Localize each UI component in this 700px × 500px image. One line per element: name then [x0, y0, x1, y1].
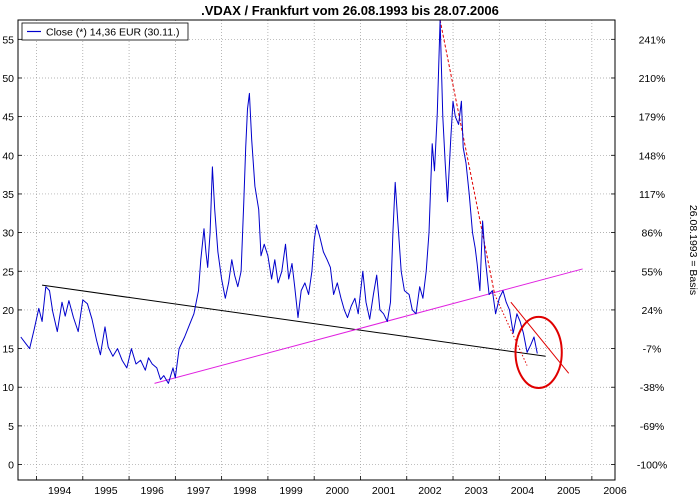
y-tick-label: 10 — [2, 382, 14, 394]
right-tick-label: 24% — [641, 305, 662, 317]
x-tick-label: 2004 — [511, 485, 535, 497]
y-axis-right: -100% -69% -38% -7% 24% 55% 86% 117% 148% 179% 210… — [611, 34, 667, 472]
x-tick-label: 2005 — [557, 485, 581, 497]
legend: Close (*) 14,36 EUR (30.11.) — [21, 22, 189, 41]
highlight-ellipse — [514, 315, 563, 390]
trendline-red — [510, 301, 570, 374]
right-tick-label: 241% — [639, 34, 666, 46]
series-line-close — [20, 19, 538, 384]
x-tick-label: 1999 — [279, 485, 303, 497]
right-tick-label: 86% — [641, 228, 662, 240]
right-tick-label: -38% — [640, 382, 665, 394]
x-tick-label: 2001 — [372, 485, 396, 497]
right-tick-label: 148% — [639, 150, 666, 162]
right-tick-label: 210% — [639, 73, 666, 85]
y-tick-label: 35 — [2, 189, 14, 201]
y-tick-label: 20 — [2, 305, 14, 317]
right-tick-label: -100% — [637, 460, 667, 472]
trendline-magenta — [154, 268, 583, 384]
trendline-red — [494, 294, 528, 366]
x-axis: 1994 1995 1996 1997 1998 1999 2000 2001 2002 2003… — [36, 476, 627, 497]
x-tick-label: 1998 — [233, 485, 257, 497]
x-tick-label: 2000 — [326, 485, 350, 497]
y-tick-label: 55 — [2, 34, 14, 46]
right-tick-label: 179% — [639, 112, 666, 124]
right-tick-label: 117% — [639, 189, 665, 201]
y-tick-label: 40 — [2, 150, 14, 162]
x-tick-label: 2003 — [464, 485, 488, 497]
y-tick-label: 0 — [8, 460, 14, 472]
x-tick-label: 2006 — [603, 485, 627, 497]
y-tick-label: 30 — [2, 228, 14, 240]
legend-label: Close (*) 14,36 EUR (30.11.) — [46, 27, 179, 39]
trendline-red — [439, 19, 496, 295]
y-tick-label: 50 — [2, 73, 14, 85]
y-tick-label: 5 — [8, 421, 14, 433]
legend-box — [21, 22, 189, 41]
y-tick-label: 15 — [2, 344, 14, 356]
right-axis-label: 26.08.1993 = Basis — [687, 205, 699, 295]
x-tick-label: 1996 — [141, 485, 165, 497]
x-tick-label: 2002 — [418, 485, 442, 497]
trendline-black — [41, 284, 546, 357]
x-tick-label: 1994 — [48, 485, 72, 497]
series-layer — [20, 19, 538, 384]
right-tick-label: -7% — [643, 344, 662, 356]
highlight-layer — [514, 315, 563, 390]
y-axis-left: 0 5 10 15 20 25 30 35 40 45 50 55 — [2, 34, 22, 472]
right-tick-label: 55% — [641, 266, 662, 278]
right-tick-label: -69% — [640, 421, 665, 433]
plot-frame — [17, 19, 616, 481]
y-tick-label: 45 — [2, 112, 14, 124]
x-tick-label: 1997 — [187, 485, 211, 497]
chart-title: .VDAX / Frankfurt vom 26.08.1993 bis 28.… — [201, 3, 499, 18]
x-tick-label: 1995 — [94, 485, 118, 497]
y-tick-label: 25 — [2, 266, 14, 278]
trendlines — [41, 19, 583, 384]
